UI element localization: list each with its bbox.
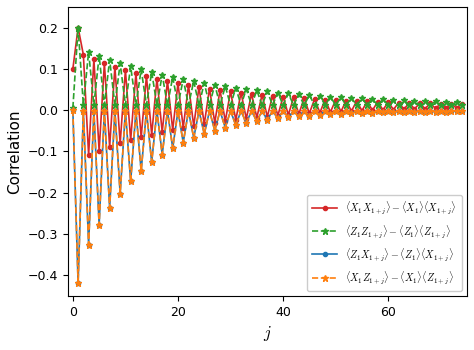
Y-axis label: Correlation: Correlation: [7, 109, 22, 194]
Line: $\langle Z_1 Z_{1+j}\rangle - \langle Z_1\rangle\langle Z_{1+j}\rangle$: $\langle Z_1 Z_{1+j}\rangle - \langle Z_…: [70, 25, 465, 111]
$\langle Z_1 X_{1+j}\rangle - \langle Z_1\rangle\langle X_{1+j}\rangle$: [370, 111, 375, 115]
$\langle X_1 X_{1+j}\rangle - \langle X_1\rangle\langle X_{1+j}\rangle$: [86, 153, 91, 157]
$\langle X_1 Z_{1+j}\rangle - \langle X_1\rangle\langle Z_{1+j}\rangle$: [75, 281, 81, 286]
Line: $\langle X_1 Z_{1+j}\rangle - \langle X_1\rangle\langle Z_{1+j}\rangle$: $\langle X_1 Z_{1+j}\rangle - \langle X_…: [70, 107, 465, 287]
$\langle X_1 Z_{1+j}\rangle - \langle X_1\rangle\langle Z_{1+j}\rangle$: [380, 110, 386, 114]
$\langle X_1 Z_{1+j}\rangle - \langle X_1\rangle\langle Z_{1+j}\rangle$: [70, 108, 76, 112]
$\langle Z_1 X_{1+j}\rangle - \langle Z_1\rangle\langle X_{1+j}\rangle$: [107, 206, 112, 210]
$\langle Z_1 Z_{1+j}\rangle - \langle Z_1\rangle\langle Z_{1+j}\rangle$: [459, 103, 465, 107]
$\langle Z_1 Z_{1+j}\rangle - \langle Z_1\rangle\langle Z_{1+j}\rangle$: [370, 97, 375, 101]
$\langle X_1 X_{1+j}\rangle - \langle X_1\rangle\langle X_{1+j}\rangle$: [391, 107, 396, 112]
$\langle Z_1 X_{1+j}\rangle - \langle Z_1\rangle\langle X_{1+j}\rangle$: [459, 109, 465, 113]
$\langle X_1 X_{1+j}\rangle - \langle X_1\rangle\langle X_{1+j}\rangle$: [459, 102, 465, 106]
$\langle X_1 Z_{1+j}\rangle - \langle X_1\rangle\langle Z_{1+j}\rangle$: [422, 110, 428, 114]
$\langle Z_1 X_{1+j}\rangle - \langle Z_1\rangle\langle X_{1+j}\rangle$: [70, 108, 76, 112]
$\langle X_1 Z_{1+j}\rangle - \langle X_1\rangle\langle Z_{1+j}\rangle$: [107, 206, 112, 210]
$\langle Z_1 X_{1+j}\rangle - \langle Z_1\rangle\langle X_{1+j}\rangle$: [385, 109, 391, 113]
$\langle X_1 X_{1+j}\rangle - \langle X_1\rangle\langle X_{1+j}\rangle$: [70, 67, 76, 71]
$\langle Z_1 X_{1+j}\rangle - \langle Z_1\rangle\langle X_{1+j}\rangle$: [422, 110, 428, 114]
$\langle X_1 X_{1+j}\rangle - \langle X_1\rangle\langle X_{1+j}\rangle$: [375, 100, 381, 104]
$\langle Z_1 Z_{1+j}\rangle - \langle Z_1\rangle\langle Z_{1+j}\rangle$: [107, 58, 112, 62]
$\langle Z_1 Z_{1+j}\rangle - \langle Z_1\rangle\langle Z_{1+j}\rangle$: [396, 103, 401, 107]
$\langle X_1 X_{1+j}\rangle - \langle X_1\rangle\langle X_{1+j}\rangle$: [112, 65, 118, 69]
$\langle Z_1 Z_{1+j}\rangle - \langle Z_1\rangle\langle Z_{1+j}\rangle$: [422, 99, 428, 103]
$\langle X_1 X_{1+j}\rangle - \langle X_1\rangle\langle X_{1+j}\rangle$: [385, 100, 391, 104]
$\langle Z_1 X_{1+j}\rangle - \langle Z_1\rangle\langle X_{1+j}\rangle$: [380, 110, 386, 114]
$\langle Z_1 Z_{1+j}\rangle - \langle Z_1\rangle\langle Z_{1+j}\rangle$: [75, 26, 81, 30]
$\langle X_1 X_{1+j}\rangle - \langle X_1\rangle\langle X_{1+j}\rangle$: [75, 26, 81, 30]
$\langle X_1 Z_{1+j}\rangle - \langle X_1\rangle\langle Z_{1+j}\rangle$: [459, 109, 465, 113]
$\langle X_1 X_{1+j}\rangle - \langle X_1\rangle\langle X_{1+j}\rangle$: [428, 101, 433, 105]
$\langle X_1 Z_{1+j}\rangle - \langle X_1\rangle\langle Z_{1+j}\rangle$: [396, 109, 401, 113]
$\langle Z_1 X_{1+j}\rangle - \langle Z_1\rangle\langle X_{1+j}\rangle$: [75, 281, 81, 286]
$\langle Z_1 Z_{1+j}\rangle - \langle Z_1\rangle\langle Z_{1+j}\rangle$: [70, 106, 76, 110]
$\langle Z_1 X_{1+j}\rangle - \langle Z_1\rangle\langle X_{1+j}\rangle$: [396, 109, 401, 113]
Line: $\langle Z_1 X_{1+j}\rangle - \langle Z_1\rangle\langle X_{1+j}\rangle$: $\langle Z_1 X_{1+j}\rangle - \langle Z_…: [71, 108, 464, 286]
Line: $\langle X_1 X_{1+j}\rangle - \langle X_1\rangle\langle X_{1+j}\rangle$: $\langle X_1 X_{1+j}\rangle - \langle X_…: [71, 26, 464, 157]
$\langle X_1 X_{1+j}\rangle - \langle X_1\rangle\langle X_{1+j}\rangle$: [401, 107, 407, 111]
$\langle X_1 Z_{1+j}\rangle - \langle X_1\rangle\langle Z_{1+j}\rangle$: [385, 109, 391, 113]
$\langle Z_1 Z_{1+j}\rangle - \langle Z_1\rangle\langle Z_{1+j}\rangle$: [380, 97, 386, 102]
$\langle X_1 Z_{1+j}\rangle - \langle X_1\rangle\langle Z_{1+j}\rangle$: [370, 111, 375, 115]
Legend: $\langle X_1 X_{1+j}\rangle - \langle X_1\rangle\langle X_{1+j}\rangle$, $\langl: $\langle X_1 X_{1+j}\rangle - \langle X_…: [308, 195, 462, 291]
$\langle Z_1 Z_{1+j}\rangle - \langle Z_1\rangle\langle Z_{1+j}\rangle$: [385, 103, 391, 107]
X-axis label: $j$: $j$: [263, 324, 272, 343]
